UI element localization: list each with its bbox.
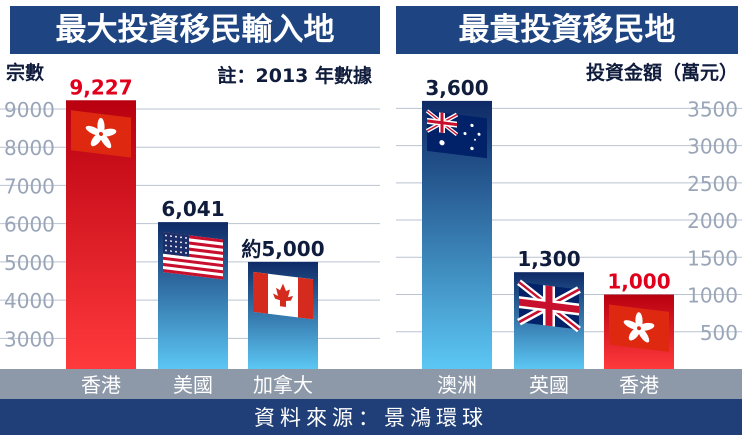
australia-flag — [425, 109, 487, 159]
right-title-banner — [396, 6, 738, 54]
usa-flag — [163, 232, 223, 280]
uk-flag — [517, 279, 581, 333]
right-y-tick-label: 3000 — [687, 135, 738, 159]
bar-value-label: 約5,000 — [241, 237, 324, 261]
category-band — [0, 369, 742, 399]
right-y-axis-title: 投資金額（萬元） — [586, 61, 738, 84]
right-y-tick-label: 1000 — [687, 284, 738, 308]
category-label: 香港 — [619, 373, 659, 397]
footer-band — [0, 399, 742, 435]
left-y-tick-label: 5000 — [4, 251, 55, 275]
left-y-tick-label: 4000 — [4, 289, 55, 313]
right-y-tick-label: 1500 — [687, 246, 738, 270]
category-label: 加拿大 — [253, 373, 313, 397]
data-year-note: 註：2013 年數據 — [218, 64, 373, 87]
bar-value-label: 3,600 — [425, 76, 488, 100]
category-label: 香港 — [81, 373, 121, 397]
right-y-tick-label: 2000 — [687, 209, 738, 233]
left-y-tick-label: 8000 — [4, 136, 55, 160]
category-label: 英國 — [529, 373, 569, 397]
bar-value-label: 9,227 — [69, 75, 132, 99]
source-credit: 資料來源：景鴻環球 — [254, 406, 488, 430]
left-y-tick-label: 3000 — [4, 327, 55, 351]
canada-flag — [253, 271, 313, 320]
bar-value-label: 1,300 — [517, 247, 580, 271]
right-y-tick-label: 500 — [700, 321, 738, 345]
left-y-tick-label: 9000 — [4, 98, 55, 122]
left-y-tick-label: 6000 — [4, 213, 55, 237]
bar-value-label: 6,041 — [161, 197, 224, 221]
left-chart-title: 最大投資移民輸入地 — [56, 12, 335, 48]
bar-value-label: 1,000 — [607, 270, 670, 294]
left-y-tick-label: 7000 — [4, 174, 55, 198]
right-y-tick-label: 2500 — [687, 172, 738, 196]
left-y-axis-title: 宗數 — [6, 61, 44, 84]
hong-kong-flag — [609, 304, 669, 352]
hong-kong-flag — [71, 110, 131, 158]
right-chart-title: 最貴投資移民地 — [459, 12, 676, 48]
left-title-banner — [10, 6, 380, 54]
category-label: 美國 — [173, 373, 213, 397]
category-label: 澳洲 — [437, 373, 477, 397]
right-y-tick-label: 3500 — [687, 97, 738, 121]
